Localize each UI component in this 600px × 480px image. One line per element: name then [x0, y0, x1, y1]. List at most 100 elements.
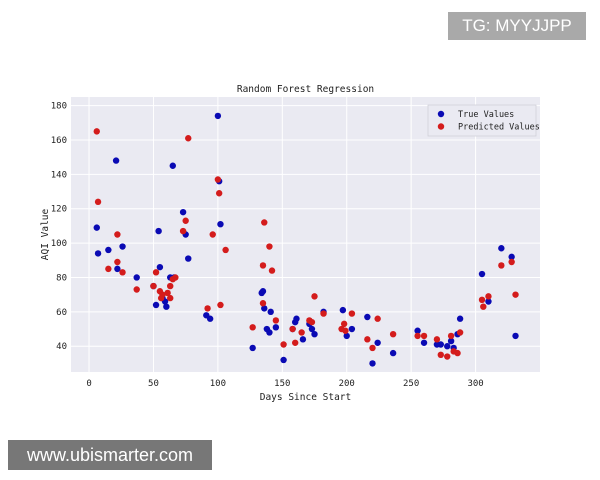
predicted-value-point: [456, 329, 464, 336]
predicted-value-point: [167, 294, 174, 302]
true-value-point: [163, 303, 170, 310]
predicted-value-point: [164, 289, 171, 297]
predicted-value-point: [259, 300, 267, 307]
x-tick-label: 250: [403, 379, 419, 389]
predicted-value-point: [217, 301, 224, 309]
true-value-point: [420, 339, 428, 346]
true-value-point: [437, 341, 444, 348]
predicted-value-point: [280, 341, 287, 348]
y-tick-label: 160: [51, 136, 67, 146]
predicted-value-point: [437, 351, 444, 359]
predicted-value-point: [152, 269, 160, 276]
true-value-point: [133, 274, 140, 281]
true-value-point: [259, 288, 267, 295]
predicted-value-point: [214, 176, 222, 183]
true-value-point: [444, 343, 451, 350]
true-value-point: [343, 332, 350, 340]
true-value-point: [311, 330, 318, 338]
y-tick-label: 60: [56, 308, 67, 318]
x-tick-label: 200: [339, 379, 355, 389]
true-value-point: [498, 245, 505, 252]
true-value-point: [179, 208, 187, 216]
true-value-point: [508, 253, 515, 261]
predicted-value-point: [454, 349, 461, 357]
true-value-point: [105, 246, 112, 254]
predicted-value-point: [508, 258, 515, 266]
true-value-point: [155, 227, 162, 235]
predicted-value-point: [308, 318, 316, 326]
x-tick-label: 150: [274, 379, 290, 389]
true-value-point: [280, 356, 287, 364]
y-tick-label: 120: [51, 205, 67, 215]
predicted-value-point: [485, 293, 492, 300]
predicted-value-point: [272, 317, 280, 324]
predicted-value-point: [389, 330, 397, 338]
predicted-value-point: [444, 353, 451, 360]
true-value-point: [266, 329, 273, 336]
predicted-value-point: [94, 198, 102, 206]
true-value-point: [114, 265, 121, 273]
predicted-value-point: [204, 305, 211, 312]
true-value-point: [339, 306, 347, 314]
predicted-value-point: [259, 262, 267, 269]
x-tick-label: 50: [148, 379, 159, 389]
x-tick-label: 0: [86, 379, 91, 389]
tg-watermark-label: TG: MYYJJPP: [448, 12, 586, 40]
true-value-point: [512, 332, 519, 340]
predicted-value-point: [480, 303, 487, 310]
predicted-value-point: [364, 336, 371, 343]
predicted-value-point: [266, 243, 273, 250]
true-value-point: [389, 349, 397, 357]
predicted-value-point: [172, 274, 179, 281]
predicted-value-point: [340, 320, 348, 328]
predicted-value-point: [222, 246, 229, 254]
true-value-point: [206, 315, 214, 322]
predicted-value-point: [114, 231, 121, 238]
legend-marker: [437, 123, 445, 130]
true-value-point: [348, 325, 356, 333]
predicted-value-point: [114, 258, 121, 266]
predicted-value-point: [268, 267, 276, 274]
true-value-point: [267, 308, 274, 316]
predicted-value-point: [512, 291, 519, 298]
predicted-value-point: [249, 324, 256, 331]
predicted-value-point: [159, 291, 166, 298]
true-value-point: [119, 243, 126, 250]
predicted-value-point: [420, 332, 428, 340]
predicted-value-point: [185, 135, 192, 142]
true-value-point: [478, 270, 486, 278]
site-watermark-label: www.ubismarter.com: [8, 440, 212, 470]
true-value-point: [152, 301, 160, 309]
x-tick-label: 300: [467, 379, 483, 389]
true-value-point: [364, 313, 371, 321]
predicted-value-point: [179, 227, 187, 235]
predicted-value-point: [289, 325, 296, 333]
true-value-point: [217, 220, 224, 228]
true-value-point: [169, 162, 176, 169]
plot-area: [71, 97, 540, 372]
x-axis-label: Days Since Start: [260, 392, 352, 403]
y-tick-label: 40: [56, 342, 67, 352]
predicted-value-point: [320, 310, 327, 317]
predicted-value-point: [133, 286, 140, 293]
y-tick-label: 140: [51, 170, 67, 180]
predicted-value-point: [182, 217, 189, 224]
true-value-point: [308, 325, 316, 333]
predicted-value-point: [93, 128, 100, 135]
true-value-point: [374, 339, 381, 346]
true-value-point: [185, 255, 192, 262]
y-axis-label: AQI Value: [40, 208, 51, 260]
predicted-value-point: [311, 293, 318, 300]
true-value-point: [414, 327, 421, 334]
legend-box: [427, 104, 537, 137]
y-tick-label: 80: [56, 273, 67, 283]
predicted-value-point: [414, 332, 421, 340]
true-value-point: [369, 360, 376, 367]
true-value-point: [112, 157, 120, 164]
legend-label: True Values: [458, 110, 514, 120]
true-value-point: [485, 298, 492, 305]
predicted-value-point: [342, 327, 349, 334]
predicted-value-point: [291, 339, 299, 346]
legend-marker: [437, 110, 445, 118]
